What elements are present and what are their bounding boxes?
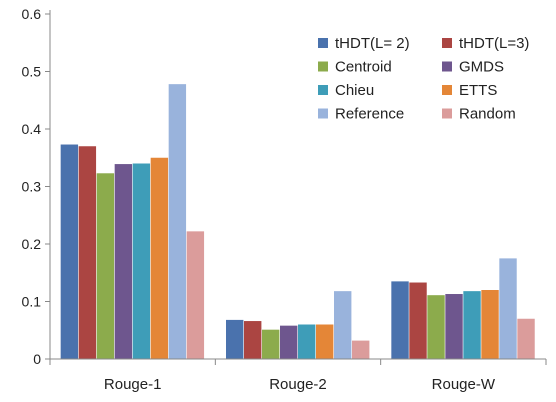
bar-thdt-l-3--rouge-2 [244,321,262,359]
bar-random-rouge-2 [352,340,370,359]
bar-thdt-l-2--rouge-2 [226,319,244,359]
bar-thdt-l-2--rouge-w [391,281,409,360]
legend-swatch [442,85,452,95]
bar-thdt-l-3--rouge-w [409,282,427,359]
axes-group: 0 0.1 0.2 0.3 0.4 0.5 0.6 Rouge-1 Rouge-2 Rouge-W [22,6,547,393]
legend-item: Centroid [318,59,392,76]
bars-group [60,84,535,360]
bar-chieu-rouge-2 [298,324,316,359]
bar-chieu-rouge-1 [132,163,151,359]
y-tick-label: 0.4 [22,121,42,137]
bar-gmds-rouge-2 [280,325,298,359]
legend-swatch [318,108,328,119]
legend-label: Random [459,106,516,123]
bar-centroid-rouge-w [427,295,445,359]
bar-thdt-l-2--rouge-1 [60,144,79,359]
bar-gmds-rouge-1 [114,164,133,359]
legend-swatch [318,38,328,48]
legend-label: Centroid [335,59,392,76]
legend-swatch [318,61,328,72]
bar-reference-rouge-1 [168,84,187,360]
bar-gmds-rouge-w [445,294,463,359]
legend-label: tHDT(L= 2) [335,35,410,52]
legend-item: Reference [318,106,404,123]
legend-swatch [442,61,452,72]
legend-swatch [318,85,328,95]
y-tick-label: 0.1 [22,294,42,310]
legend-swatch [442,108,452,119]
legend-item: GMDS [442,59,504,76]
x-category-label: Rouge-1 [104,376,162,393]
x-category-label: Rouge-2 [269,376,327,393]
bar-chieu-rouge-w [463,291,481,359]
legend-label: tHDT(L=3) [459,35,529,52]
x-category-label: Rouge-W [432,376,496,393]
legend-label: Reference [335,106,404,123]
y-tick-label: 0.2 [22,236,42,252]
legend-item: Random [442,106,516,123]
legend-swatch [442,38,452,48]
legend-item: tHDT(L= 2) [318,35,410,52]
bar-random-rouge-w [517,318,535,359]
legend: tHDT(L= 2) tHDT(L=3) Centroid GMDS Chieu ETTS… [318,35,529,123]
legend-item: ETTS [442,82,497,99]
bar-thdt-l-3--rouge-1 [78,146,97,359]
bar-etts-rouge-w [481,290,499,359]
legend-item: tHDT(L=3) [442,35,529,52]
bar-etts-rouge-1 [150,157,169,359]
legend-label: Chieu [335,82,374,99]
legend-label: ETTS [459,82,497,99]
y-tick-label: 0.5 [22,64,42,80]
bar-centroid-rouge-1 [96,173,115,359]
y-tick-label: 0.3 [22,179,42,195]
y-tick-label: 0 [33,351,41,367]
bar-etts-rouge-2 [316,324,334,359]
bar-random-rouge-1 [186,231,205,359]
legend-item: Chieu [318,82,374,99]
bar-reference-rouge-w [499,258,517,360]
bar-reference-rouge-2 [334,291,352,359]
bar-centroid-rouge-2 [262,329,280,359]
y-tick-label: 0.6 [22,6,42,22]
legend-label: GMDS [459,59,504,76]
